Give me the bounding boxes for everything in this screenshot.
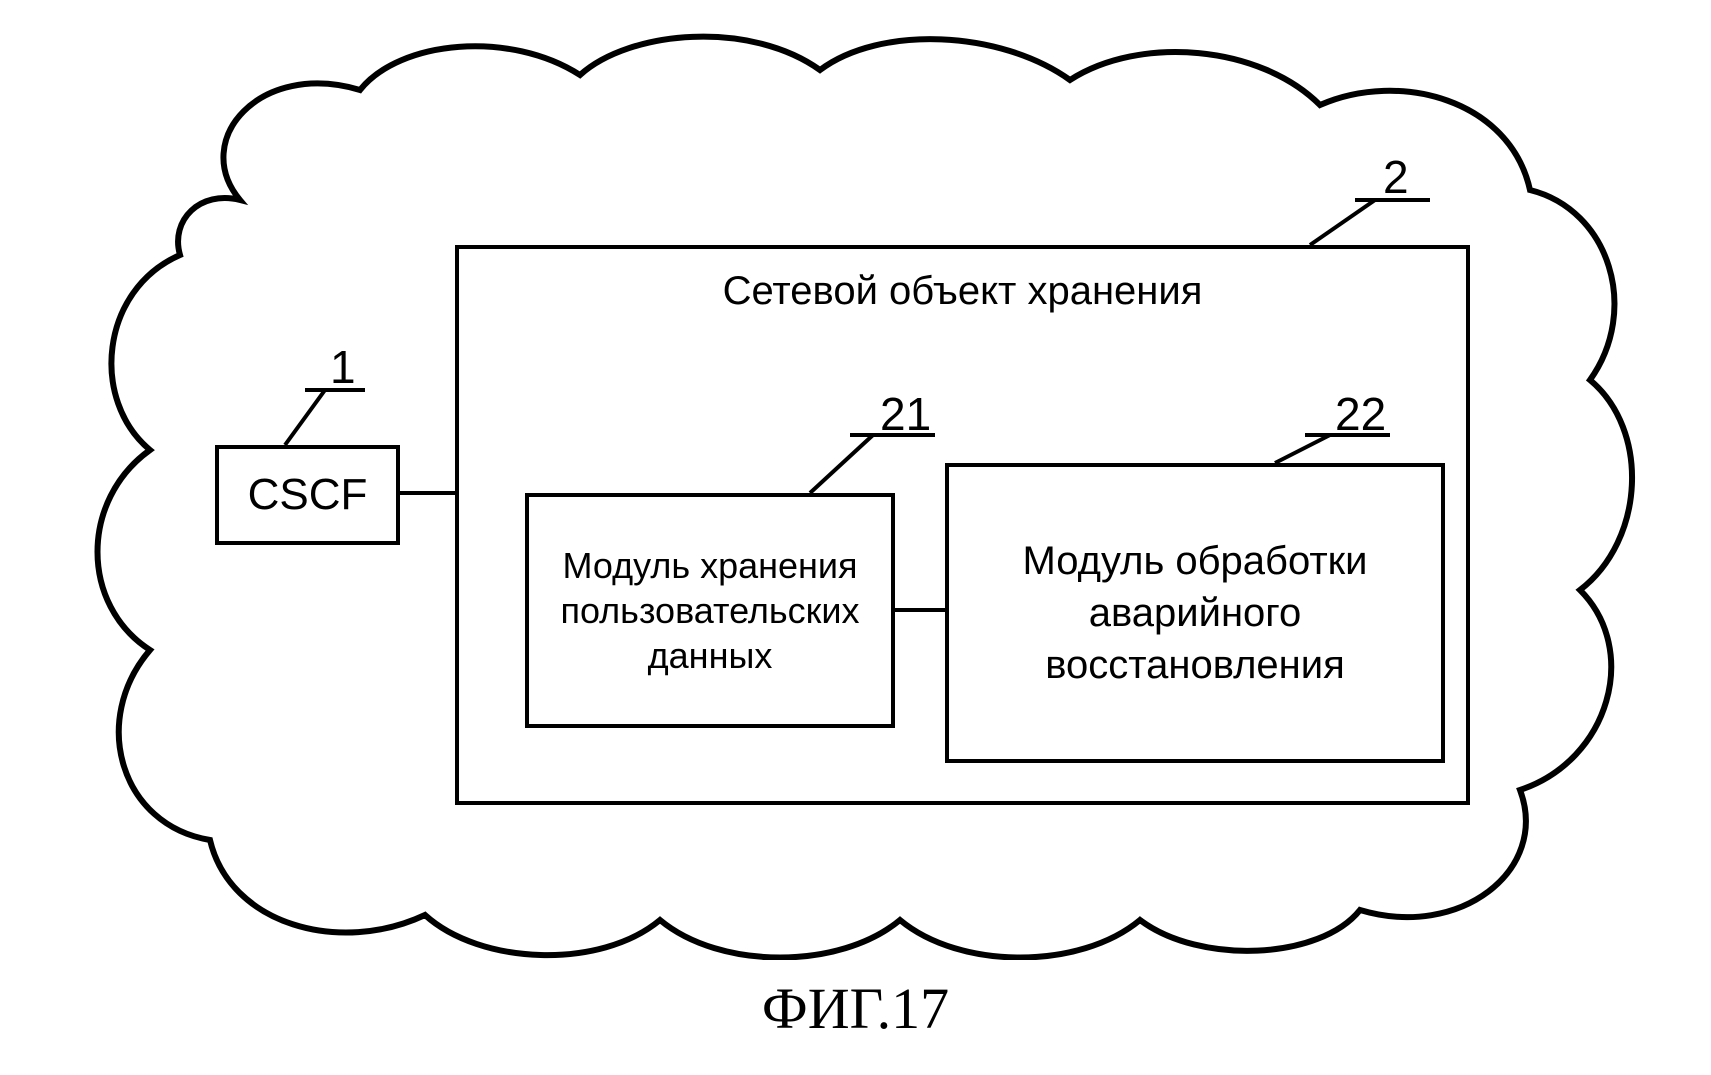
cscf-label: CSCF	[248, 470, 368, 520]
diagram-container: CSCF Сетевой объект хранения Модуль хран…	[60, 20, 1650, 960]
cscf-node: CSCF	[215, 445, 400, 545]
label-22: 22	[1335, 387, 1386, 441]
disaster-recovery-module-label: Модуль обработки аварийного восстановлен…	[949, 535, 1441, 691]
storage-entity-label: Сетевой объект хранения	[459, 269, 1466, 314]
edge-cscf-storage	[400, 491, 455, 495]
edge-userdata-recovery	[895, 608, 945, 612]
disaster-recovery-module-node: Модуль обработки аварийного восстановлен…	[945, 463, 1445, 763]
label-1: 1	[330, 340, 356, 394]
figure-caption: ФИГ.17	[762, 975, 949, 1042]
user-data-module-label: Модуль хранения пользовательских данных	[529, 543, 891, 678]
label-21: 21	[880, 387, 931, 441]
label-2: 2	[1383, 150, 1409, 204]
user-data-module-node: Модуль хранения пользовательских данных	[525, 493, 895, 728]
